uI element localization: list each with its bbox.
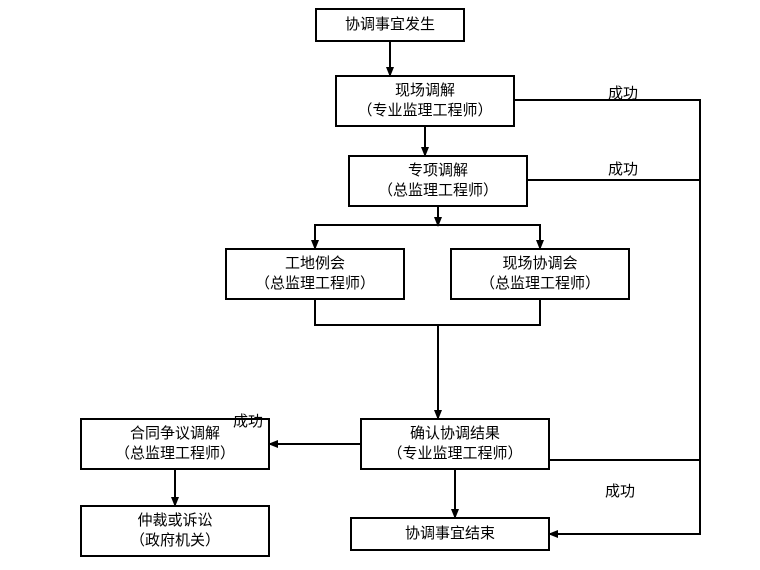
node-arbitration: 仲裁或诉讼 （政府机关） [80, 505, 270, 557]
node-start: 协调事宜发生 [315, 8, 465, 42]
node-line2: （专业监理工程师） [362, 444, 548, 464]
node-line2: （专业监理工程师） [337, 101, 513, 121]
edge [438, 225, 540, 248]
node-line1: 现场调解 [337, 81, 513, 101]
edge-label-success-2: 成功 [608, 158, 638, 179]
edge-label-success-3: 成功 [233, 410, 263, 431]
flowchart-canvas: 协调事宜发生 现场调解 （专业监理工程师） 专项调解 （总监理工程师） 工地例会… [0, 0, 760, 570]
node-line1: 现场协调会 [452, 254, 628, 274]
node-line1: 协调事宜发生 [317, 15, 463, 35]
edge [315, 300, 540, 325]
node-confirm-result: 确认协调结果 （专业监理工程师） [360, 418, 550, 470]
node-line2: （总监理工程师） [227, 274, 403, 294]
node-coordination-meeting: 现场协调会 （总监理工程师） [450, 248, 630, 300]
node-line1: 协调事宜结束 [352, 524, 548, 544]
node-line2: （总监理工程师） [82, 444, 268, 464]
node-site-meeting: 工地例会 （总监理工程师） [225, 248, 405, 300]
node-line1: 确认协调结果 [362, 424, 548, 444]
node-onsite-mediation: 现场调解 （专业监理工程师） [335, 75, 515, 127]
node-special-mediation: 专项调解 （总监理工程师） [348, 155, 528, 207]
node-line1: 工地例会 [227, 254, 403, 274]
node-line1: 仲裁或诉讼 [82, 511, 268, 531]
node-line2: （总监理工程师） [350, 181, 526, 201]
edge-label-success-1: 成功 [608, 82, 638, 103]
node-line2: （政府机关） [82, 531, 268, 551]
node-end: 协调事宜结束 [350, 517, 550, 551]
edge-label-success-4: 成功 [605, 480, 635, 501]
node-line2: （总监理工程师） [452, 274, 628, 294]
edge [315, 225, 438, 248]
node-line1: 专项调解 [350, 161, 526, 181]
